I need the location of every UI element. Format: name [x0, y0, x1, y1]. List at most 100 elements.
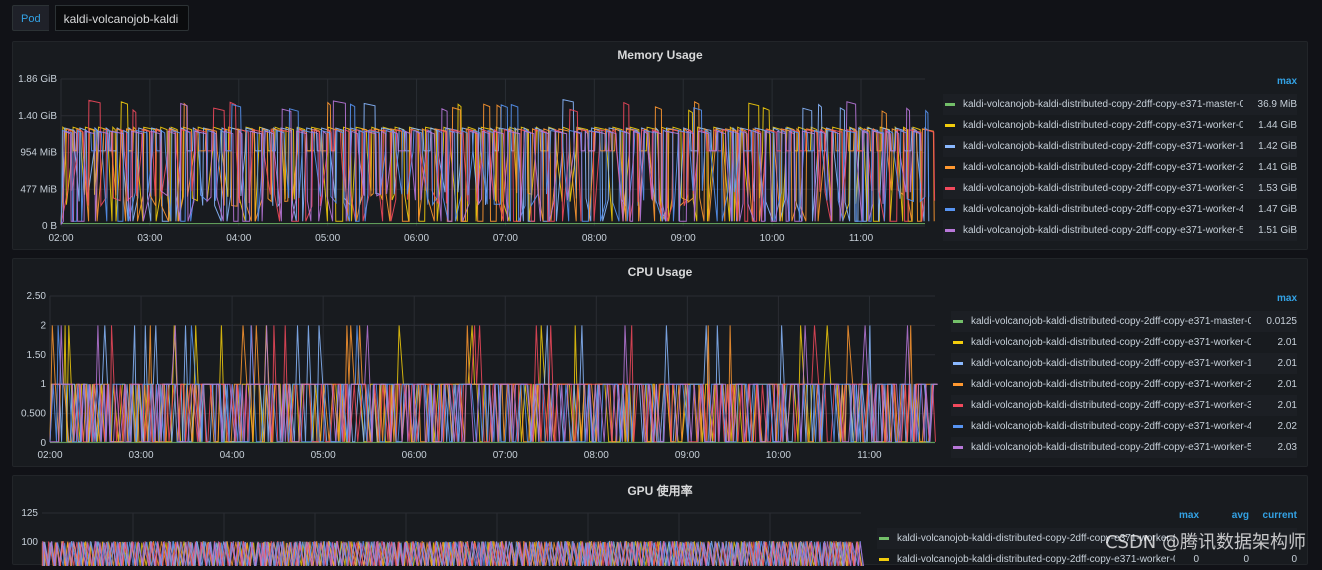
- variable-label-pod: Pod: [12, 5, 49, 31]
- x-tick-label: 05:00: [315, 233, 340, 244]
- x-tick-label: 06:00: [404, 233, 429, 244]
- legend-swatch: [953, 446, 963, 449]
- y-tick-label: 0 B: [42, 221, 57, 232]
- x-tick-label: 04:00: [220, 450, 245, 461]
- cpu-usage-panel: CPU Usage 0 0.500 1 1.50 2 2.50 02:00 03:00 04:0…: [12, 258, 1308, 467]
- legend-series-name[interactable]: kaldi-volcanojob-kaldi-distributed-copy-…: [971, 442, 1251, 453]
- legend-item[interactable]: kaldi-volcanojob-kaldi-distributed-copy-…: [951, 332, 1297, 353]
- memory-legend: max kaldi-volcanojob-kaldi-distributed-c…: [943, 76, 1297, 241]
- legend-series-name[interactable]: kaldi-volcanojob-kaldi-distributed-copy-…: [963, 162, 1243, 173]
- y-tick-label: 0.500: [21, 409, 46, 420]
- legend-value-max: 1.44 GiB: [1258, 120, 1297, 131]
- x-tick-label: 08:00: [582, 233, 607, 244]
- legend-item[interactable]: kaldi-volcanojob-kaldi-distributed-copy-…: [943, 115, 1297, 136]
- y-tick-label: 1: [40, 379, 46, 390]
- legend-item[interactable]: kaldi-volcanojob-kaldi-distributed-copy-…: [877, 528, 1297, 549]
- y-tick-label: 100: [21, 537, 38, 548]
- y-tick-label: 2: [40, 320, 46, 331]
- cpu-legend: max kaldi-volcanojob-kaldi-distributed-c…: [951, 293, 1297, 458]
- legend-item[interactable]: kaldi-volcanojob-kaldi-distributed-copy-…: [951, 416, 1297, 437]
- legend-item[interactable]: kaldi-volcanojob-kaldi-distributed-copy-…: [951, 395, 1297, 416]
- cpu-usage-chart[interactable]: 0 0.500 1 1.50 2 2.50 02:00 03:00 04:00 05:00 06:0…: [13, 259, 945, 468]
- legend-item[interactable]: kaldi-volcanojob-kaldi-distributed-copy-…: [943, 178, 1297, 199]
- legend-swatch: [953, 383, 963, 386]
- cpu-series-line: [49, 325, 938, 443]
- legend-series-name[interactable]: kaldi-volcanojob-kaldi-distributed-copy-…: [963, 225, 1243, 236]
- legend-series-name[interactable]: kaldi-volcanojob-kaldi-distributed-copy-…: [963, 204, 1243, 215]
- legend-series-name[interactable]: kaldi-volcanojob-kaldi-distributed-copy-…: [897, 554, 1175, 565]
- legend-header-avg[interactable]: avg: [1231, 510, 1249, 521]
- legend-swatch: [945, 166, 955, 169]
- legend-series-name[interactable]: kaldi-volcanojob-kaldi-distributed-copy-…: [971, 316, 1251, 327]
- legend-swatch: [945, 229, 955, 232]
- legend-swatch: [945, 208, 955, 211]
- legend-header-max[interactable]: max: [1276, 293, 1297, 304]
- legend-swatch: [945, 103, 955, 106]
- legend-series-name[interactable]: kaldi-volcanojob-kaldi-distributed-copy-…: [971, 379, 1251, 390]
- legend-item[interactable]: kaldi-volcanojob-kaldi-distributed-copy-…: [951, 374, 1297, 395]
- legend-value-max: 2.01: [1277, 358, 1297, 369]
- x-tick-label: 03:00: [129, 450, 154, 461]
- panel-title[interactable]: CPU Usage: [627, 265, 693, 279]
- panel-title[interactable]: Memory Usage: [617, 48, 703, 62]
- legend-value-max: 2.01: [1277, 337, 1297, 348]
- legend-series-name[interactable]: kaldi-volcanojob-kaldi-distributed-copy-…: [963, 120, 1243, 131]
- legend-series-name[interactable]: kaldi-volcanojob-kaldi-distributed-copy-…: [971, 421, 1251, 432]
- x-tick-label: 11:00: [849, 233, 874, 244]
- x-tick-label: 02:00: [48, 233, 73, 244]
- legend-series-name[interactable]: kaldi-volcanojob-kaldi-distributed-copy-…: [971, 400, 1251, 411]
- legend-value-max: 0: [1193, 554, 1199, 565]
- legend-rows: kaldi-volcanojob-kaldi-distributed-copy-…: [943, 94, 1297, 241]
- legend-value-max: 1.53 GiB: [1258, 183, 1297, 194]
- legend-header: max: [951, 293, 1297, 311]
- legend-item[interactable]: kaldi-volcanojob-kaldi-distributed-copy-…: [943, 157, 1297, 178]
- x-tick-label: 09:00: [671, 233, 696, 244]
- legend-header-current[interactable]: current: [1262, 510, 1297, 521]
- x-tick-label: 10:00: [766, 450, 791, 461]
- y-tick-label: 1.86 GiB: [18, 74, 57, 85]
- panel-title[interactable]: GPU 使用率: [627, 484, 693, 498]
- legend-item[interactable]: kaldi-volcanojob-kaldi-distributed-copy-…: [951, 437, 1297, 458]
- legend-item[interactable]: kaldi-volcanojob-kaldi-distributed-copy-…: [943, 220, 1297, 241]
- legend-swatch: [945, 187, 955, 190]
- legend-item[interactable]: kaldi-volcanojob-kaldi-distributed-copy-…: [943, 94, 1297, 115]
- memory-series-line: [60, 100, 922, 225]
- legend-header: max avg current: [877, 510, 1297, 528]
- legend-value-current: 0: [1291, 554, 1297, 565]
- legend-series-name[interactable]: kaldi-volcanojob-kaldi-distributed-copy-…: [971, 337, 1251, 348]
- legend-item[interactable]: kaldi-volcanojob-kaldi-distributed-copy-…: [943, 199, 1297, 220]
- legend-value-max: 1.41 GiB: [1258, 162, 1297, 173]
- legend-item[interactable]: kaldi-volcanojob-kaldi-distributed-copy-…: [951, 311, 1297, 332]
- legend-series-name[interactable]: kaldi-volcanojob-kaldi-distributed-copy-…: [971, 358, 1251, 369]
- x-tick-label: 10:00: [760, 233, 785, 244]
- memory-series-line: [60, 100, 935, 225]
- x-tick-label: 07:00: [493, 450, 518, 461]
- memory-usage-chart[interactable]: 0 B 477 MiB 954 MiB 1.40 GiB 1.86 GiB 02:00 03…: [13, 42, 938, 251]
- legend-item[interactable]: kaldi-volcanojob-kaldi-distributed-copy-…: [951, 353, 1297, 374]
- legend-swatch: [953, 362, 963, 365]
- legend-series-name[interactable]: kaldi-volcanojob-kaldi-distributed-copy-…: [963, 99, 1243, 110]
- legend-header-max[interactable]: max: [1276, 76, 1297, 87]
- x-tick-label: 03:00: [137, 233, 162, 244]
- gpu-usage-chart[interactable]: 125 100: [13, 476, 871, 566]
- legend-value-max: 0.0125: [1266, 316, 1297, 327]
- x-tick-label: 04:00: [226, 233, 251, 244]
- legend-item[interactable]: kaldi-volcanojob-kaldi-distributed-copy-…: [943, 136, 1297, 157]
- variable-bar: Pod kaldi-volcanojob-kaldi: [12, 5, 189, 31]
- legend-swatch: [879, 558, 889, 561]
- y-tick-label: 954 MiB: [20, 148, 57, 159]
- pod-select[interactable]: kaldi-volcanojob-kaldi: [54, 5, 189, 31]
- legend-swatch: [879, 537, 889, 540]
- legend-header-max[interactable]: max: [1178, 510, 1199, 521]
- legend-value-avg: 0: [1243, 554, 1249, 565]
- legend-series-name[interactable]: kaldi-volcanojob-kaldi-distributed-copy-…: [963, 183, 1243, 194]
- legend-value-max: 1.47 GiB: [1258, 204, 1297, 215]
- x-tick-label: 08:00: [584, 450, 609, 461]
- x-tick-label: 09:00: [675, 450, 700, 461]
- legend-swatch: [953, 341, 963, 344]
- legend-swatch: [953, 320, 963, 323]
- watermark: CSDN @腾讯数据架构师: [1104, 532, 1306, 553]
- legend-series-name[interactable]: kaldi-volcanojob-kaldi-distributed-copy-…: [963, 141, 1243, 152]
- legend-series-name[interactable]: kaldi-volcanojob-kaldi-distributed-copy-…: [897, 533, 1175, 544]
- y-tick-label: 1.50: [27, 350, 47, 361]
